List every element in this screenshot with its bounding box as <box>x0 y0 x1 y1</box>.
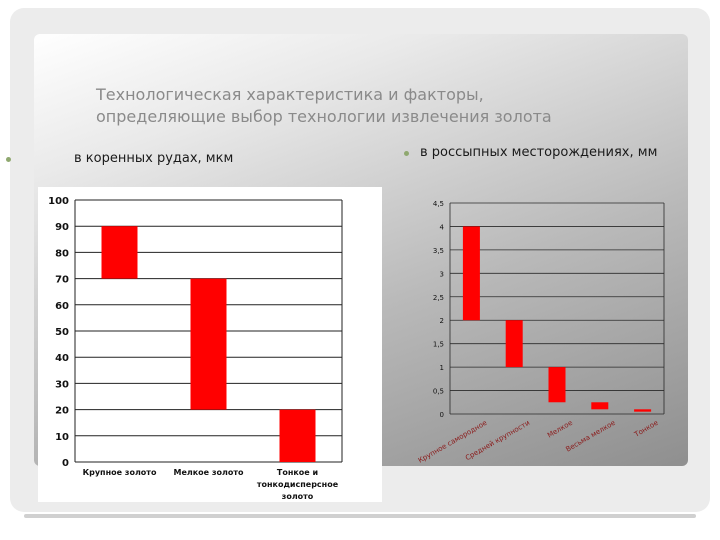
right-chart-x-label: Тонкое <box>632 419 659 439</box>
right-chart-x-label: Крупное самородное <box>417 419 489 465</box>
right-chart-y-tick: 1 <box>440 364 444 372</box>
left-chart-y-tick: 10 <box>55 432 69 443</box>
right-chart-y-tick: 2,5 <box>433 294 444 302</box>
right-chart-bar <box>634 409 652 412</box>
left-chart-y-tick: 50 <box>55 327 69 338</box>
left-chart-y-tick: 90 <box>55 222 69 233</box>
right-chart-y-tick: 4,5 <box>433 200 444 208</box>
right-chart-y-tick: 3 <box>440 270 444 278</box>
bottom-line <box>24 514 696 518</box>
bullet-dot-left <box>6 157 11 162</box>
right-chart-bar <box>505 320 523 368</box>
slide-title-line-1: Технологическая характеристика и факторы… <box>96 85 484 104</box>
right-chart-y-tick: 0,5 <box>433 388 444 396</box>
left-chart-y-tick: 100 <box>48 196 69 207</box>
left-chart-x-label: тонкодисперсное <box>257 480 339 489</box>
bullet-right: в россыпных месторождениях, мм <box>420 145 658 160</box>
right-chart-bar <box>462 226 480 321</box>
right-chart-y-tick: 0 <box>440 411 444 419</box>
slide-title-line-2: определяющие выбор технологии извлечения… <box>96 107 552 126</box>
right-chart-y-tick: 1,5 <box>433 341 444 349</box>
left-chart-bar <box>279 409 316 462</box>
slide-title: Технологическая характеристика и факторы… <box>96 84 656 128</box>
left-chart-y-tick: 30 <box>55 379 69 390</box>
left-chart-x-label: золото <box>282 492 314 501</box>
left-chart-bar <box>190 278 227 410</box>
left-chart-x-label: Крупное золото <box>83 468 157 477</box>
left-chart-y-tick: 0 <box>62 458 69 469</box>
right-chart-x-label: Мелкое <box>546 419 574 440</box>
right-chart-y-tick: 4 <box>440 223 445 231</box>
bullet-left: в коренных рудах, мкм <box>74 151 234 166</box>
right-chart-y-tick: 3,5 <box>433 247 444 255</box>
left-chart-x-label: Тонкое и <box>277 468 318 477</box>
bullet-dot-right <box>404 151 409 156</box>
right-chart-bar <box>591 402 609 410</box>
left-chart-y-tick: 70 <box>55 275 69 286</box>
left-chart-y-tick: 20 <box>55 406 69 417</box>
left-chart-y-tick: 40 <box>55 353 69 364</box>
left-chart-x-label: Мелкое золото <box>173 468 244 477</box>
right-chart-y-tick: 2 <box>440 317 444 325</box>
left-chart-bar <box>101 226 138 279</box>
left-chart-y-tick: 60 <box>55 301 69 312</box>
right-chart-bar <box>548 367 566 403</box>
left-chart-y-tick: 80 <box>55 248 69 259</box>
